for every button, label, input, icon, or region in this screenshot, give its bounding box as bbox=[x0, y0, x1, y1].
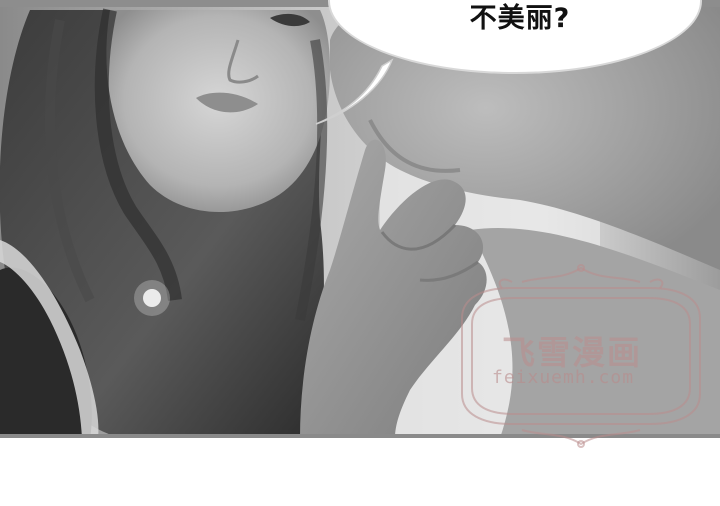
eye bbox=[270, 13, 310, 27]
lips bbox=[196, 92, 258, 113]
watermark-site: feixuemh.com bbox=[492, 367, 635, 388]
girl-face bbox=[106, 10, 330, 212]
bubble-tail bbox=[315, 58, 394, 125]
hand bbox=[300, 139, 487, 438]
second-face bbox=[330, 0, 720, 270]
watermark-logo: 飞雪漫画 bbox=[502, 333, 642, 372]
clothing bbox=[0, 267, 92, 438]
panel-border-bottom bbox=[0, 434, 720, 438]
speech-bubble-text: 不美丽? bbox=[469, 3, 571, 34]
lace-collar bbox=[0, 240, 99, 438]
